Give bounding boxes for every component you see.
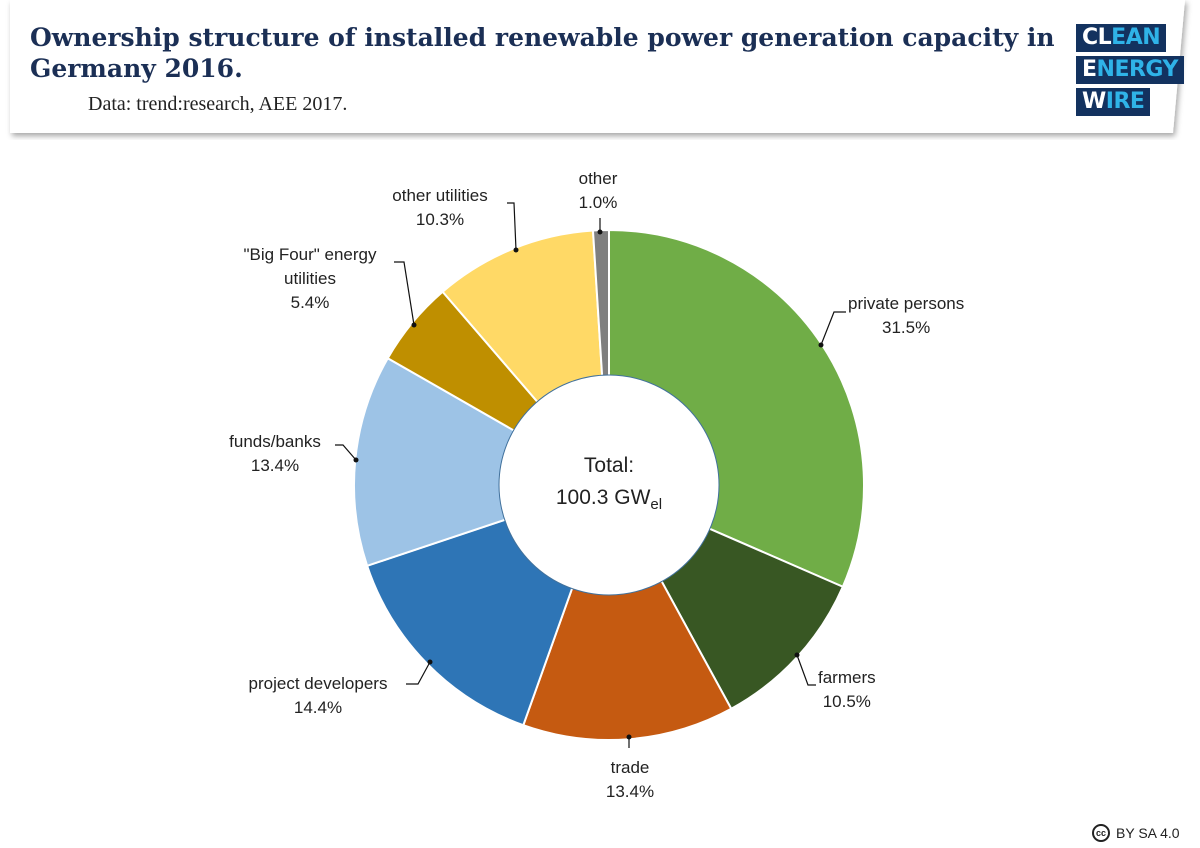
slice-value: 13.4% — [605, 782, 655, 801]
slice-label: private persons 31.5% — [848, 292, 964, 340]
leader-line — [507, 202, 517, 251]
slice-name: "Big Four" energy utilities — [243, 245, 377, 288]
slice-value: 1.0% — [578, 193, 618, 212]
slice-value: 14.4% — [293, 698, 343, 717]
leader-dot — [427, 659, 433, 665]
leader-dot — [818, 342, 824, 348]
leader-dot — [597, 229, 603, 235]
leader-dot — [626, 734, 632, 740]
leader-dot — [411, 322, 417, 328]
chart-subtitle: Data: trend:research, AEE 2017. — [88, 93, 348, 115]
slice-value: 13.4% — [250, 456, 300, 475]
cc-icon: cc — [1092, 824, 1110, 842]
slice-name: project developers — [248, 674, 388, 693]
leader-dot — [353, 457, 359, 463]
license: cc BY SA 4.0 — [1092, 824, 1180, 842]
slice-name: trade — [610, 758, 650, 777]
slice-name: farmers — [818, 668, 876, 687]
leader-line — [406, 661, 431, 685]
slice-label: other utilities 10.3% — [370, 184, 510, 232]
slice-value: 5.4% — [290, 293, 330, 312]
slice-name: private persons — [848, 294, 965, 313]
leader-dot — [794, 652, 800, 658]
center-label: Total: 100.3 GWel — [555, 454, 663, 514]
leader-line — [820, 311, 846, 346]
slice-name: funds/banks — [229, 432, 321, 451]
leader-line — [394, 261, 415, 326]
slice-label: funds/banks 13.4% — [210, 430, 340, 478]
slice-value: 31.5% — [882, 318, 931, 337]
slice-label: farmers 10.5% — [818, 666, 876, 714]
header-panel — [10, 0, 1185, 133]
slice-label: "Big Four" energy utilities 5.4% — [220, 243, 400, 315]
slice-name: other utilities — [392, 186, 488, 205]
leader-dot — [513, 247, 519, 253]
chart-title: Ownership structure of installed renewab… — [30, 23, 1055, 83]
slice-label: other 1.0% — [565, 167, 631, 215]
slice-value: 10.3% — [415, 210, 465, 229]
leader-line — [335, 444, 357, 461]
slice-label: project developers 14.4% — [228, 672, 408, 720]
donut-hole — [498, 374, 720, 596]
slice-value: 10.5% — [822, 692, 871, 711]
slice-name: other — [578, 169, 618, 188]
leader-line — [796, 654, 816, 686]
slice-label: trade 13.4% — [590, 756, 670, 804]
